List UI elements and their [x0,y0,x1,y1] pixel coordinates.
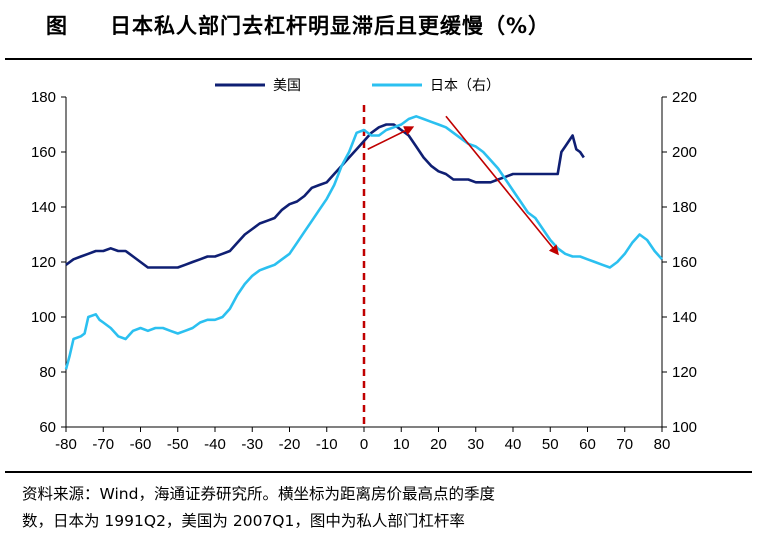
x-tick-label: 80 [654,436,671,453]
x-tick-label: -40 [204,436,226,453]
right-tick-label: 120 [672,364,697,381]
trend-arrow-2 [445,115,559,256]
x-tick-label: -70 [92,436,114,453]
x-tick-label: 70 [616,436,633,453]
left-tick-label: 60 [39,419,56,436]
x-tick-label: -60 [130,436,152,453]
source-note: 资料来源：Wind，海通证券研究所。横坐标为距离房价最高点的季度 数，日本为 1… [22,481,742,535]
right-tick-label: 220 [672,89,697,106]
left-tick-label: 80 [39,364,56,381]
legend-label-japan: 日本（右） [430,78,500,94]
x-tick-label: 10 [393,436,410,453]
source-note-line-1: 资料来源：Wind，海通证券研究所。横坐标为距离房价最高点的季度 [22,485,495,503]
right-tick-label: 180 [672,199,697,216]
x-tick-label: -80 [55,436,77,453]
figure-label: 图 [46,14,67,38]
x-tick-label: 20 [430,436,447,453]
x-tick-label: -20 [279,436,301,453]
x-tick-label: -10 [316,436,338,453]
left-tick-label: 160 [31,144,56,161]
left-tick-label: 120 [31,254,56,271]
right-tick-label: 100 [672,419,697,436]
x-tick-label: 50 [542,436,559,453]
left-tick-label: 140 [31,199,56,216]
left-tick-label: 100 [31,309,56,326]
chart-title-bar: 图 日本私人部门去杠杆明显滞后且更缓慢（%） [0,0,757,50]
x-tick-label: 60 [579,436,596,453]
trend-arrow-1 [367,126,415,150]
x-tick-label: -30 [241,436,263,453]
right-tick-label: 160 [672,254,697,271]
right-tick-label: 140 [672,309,697,326]
x-tick-label: 40 [505,436,522,453]
series-line-us [65,123,585,269]
top-rule [5,58,752,60]
left-tick-label: 180 [31,89,56,106]
x-tick-label: 30 [467,436,484,453]
line-chart: 6080100120140160180100120140160180200220… [31,78,697,453]
source-note-line-2: 数，日本为 1991Q2，美国为 2007Q1，图中为私人部门杠杆率 [22,512,465,530]
x-tick-label: 0 [360,436,368,453]
x-tick-label: -50 [167,436,189,453]
chart-title: 日本私人部门去杠杆明显滞后且更缓慢（%） [110,14,551,38]
legend-label-us: 美国 [273,78,301,94]
right-tick-label: 200 [672,144,697,161]
bottom-rule [5,471,752,473]
